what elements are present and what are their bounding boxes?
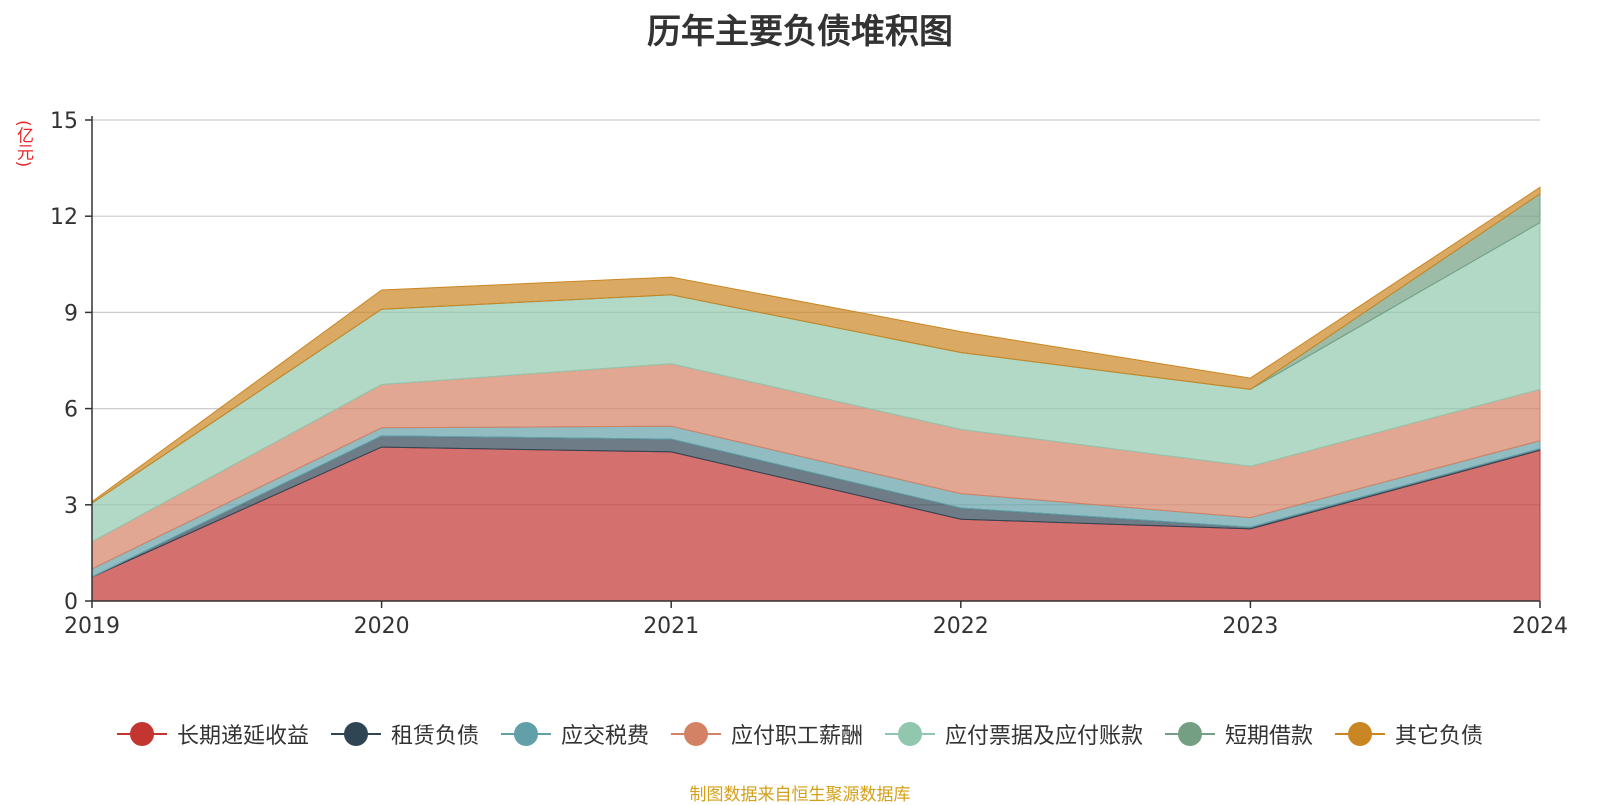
legend-label: 应交税费 bbox=[560, 724, 649, 749]
x-tick-label: 2022 bbox=[933, 614, 989, 639]
stacked-area-chart: 0 3 6 9 12 15 2019 2020 2021 2022 2023 2024 bbox=[50, 109, 1568, 639]
legend-item[interactable]: 长期递延收益 bbox=[116, 718, 309, 750]
axes: 0 3 6 9 12 15 2019 2020 2021 2022 2023 2024 bbox=[50, 109, 1568, 639]
area-其它负债 bbox=[91, 186, 1541, 505]
legend-label: 租赁负债 bbox=[390, 724, 479, 749]
legend-marker-icon bbox=[1165, 722, 1216, 746]
chart-title: 历年主要负债堆积图 bbox=[647, 12, 953, 52]
x-tick-label: 2024 bbox=[1512, 614, 1568, 639]
legend-item[interactable]: 应付票据及应付账款 bbox=[885, 718, 1143, 750]
legend-marker-icon bbox=[1335, 722, 1386, 746]
data-source-note: 制图数据来自恒生聚源数据库 bbox=[689, 785, 911, 805]
legend-marker-icon bbox=[670, 722, 721, 746]
legend-item[interactable]: 应付职工薪酬 bbox=[670, 718, 863, 750]
area-series bbox=[91, 186, 1541, 602]
x-tick-label: 2020 bbox=[354, 614, 410, 639]
legend-label: 短期借款 bbox=[1225, 724, 1314, 749]
legend-item[interactable]: 应交税费 bbox=[500, 718, 649, 750]
legend-marker-icon bbox=[330, 722, 381, 746]
x-tick-label: 2023 bbox=[1222, 614, 1278, 639]
y-tick-label: 15 bbox=[50, 109, 78, 134]
legend: 长期递延收益 租赁负债 应交税费 应付职工薪酬 应付票据及应付账款 短期借款 其它负债 bbox=[0, 718, 1600, 750]
legend-label: 其它负债 bbox=[1395, 724, 1484, 749]
x-tick-label: 2021 bbox=[643, 614, 699, 639]
y-axis-unit-label: (亿元) bbox=[13, 120, 33, 168]
y-tick-label: 6 bbox=[64, 398, 78, 423]
y-tick-label: 12 bbox=[50, 205, 78, 230]
legend-marker-icon bbox=[885, 722, 935, 746]
legend-item[interactable]: 租赁负债 bbox=[330, 718, 479, 750]
legend-label: 应付票据及应付账款 bbox=[945, 724, 1144, 749]
y-tick-label: 3 bbox=[64, 494, 78, 519]
y-tick-label: 0 bbox=[64, 590, 78, 615]
x-tick-label: 2019 bbox=[64, 614, 120, 639]
legend-marker-icon bbox=[500, 722, 551, 746]
legend-label: 长期递延收益 bbox=[176, 724, 309, 749]
legend-item[interactable]: 短期借款 bbox=[1165, 718, 1313, 750]
legend-label: 应付职工薪酬 bbox=[730, 724, 863, 749]
legend-marker-icon bbox=[116, 722, 167, 746]
y-tick-label: 9 bbox=[64, 301, 78, 326]
legend-item[interactable]: 其它负债 bbox=[1335, 718, 1483, 750]
